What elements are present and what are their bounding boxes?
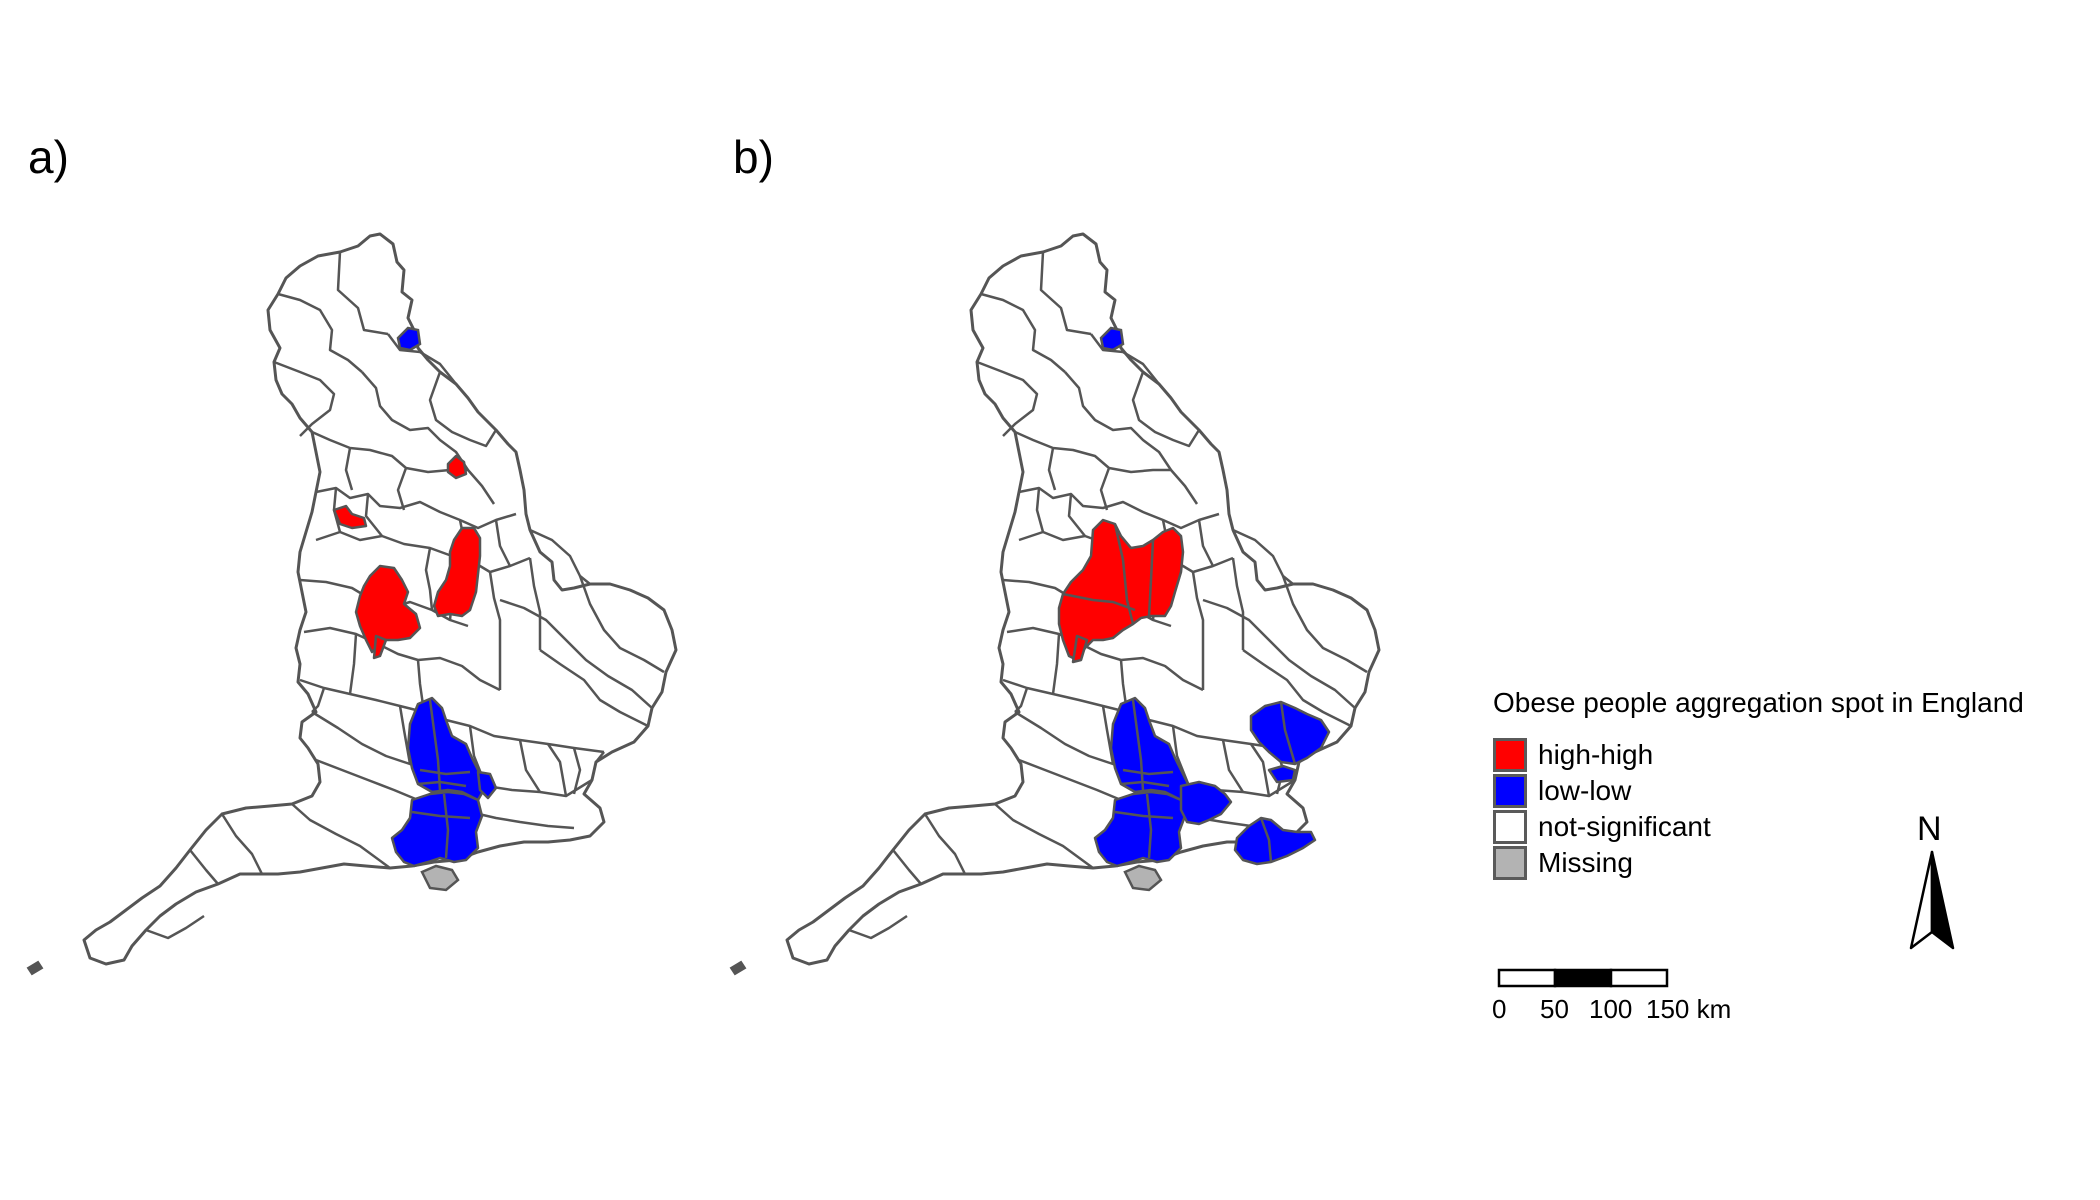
high-high-regions-a	[332, 454, 482, 660]
north-arrow-left-half	[1909, 850, 1934, 950]
legend-swatch-missing	[1493, 846, 1527, 880]
legend-swatch-high-high	[1493, 738, 1527, 772]
scale-label-0: 0	[1492, 994, 1507, 1024]
map-panel-a	[26, 232, 678, 976]
scale-label-150-km: 150 km	[1646, 994, 1732, 1024]
legend-item-missing: Missing	[1493, 846, 1633, 880]
scale-segment-2	[1553, 968, 1613, 988]
scale-segment-3	[1609, 968, 1669, 988]
north-arrow	[1909, 850, 1955, 950]
north-arrow-right-half	[1930, 850, 1955, 950]
map-panel-b	[729, 232, 1381, 976]
low-low-regions-a	[390, 696, 498, 868]
scale-label-100: 100	[1589, 994, 1633, 1024]
legend-item-high-high: high-high	[1493, 738, 1653, 772]
low-low-regions-b	[1093, 696, 1331, 868]
legend-title: Obese people aggregation spot in England	[1493, 687, 2024, 718]
north-arrow-label: N	[1917, 810, 1942, 848]
legend-item-low-low: low-low	[1493, 774, 1631, 808]
scale-bar	[1497, 968, 1669, 988]
legend-label-not-significant: not-significant	[1538, 811, 1711, 842]
legend-item-not-significant: not-significant	[1493, 810, 1711, 844]
legend-label-low-low: low-low	[1538, 775, 1632, 806]
panel-a-label: a)	[28, 131, 69, 183]
legend-swatch-low-low	[1493, 774, 1527, 808]
legend-swatch-not-significant	[1493, 810, 1527, 844]
scale-label-50: 50	[1540, 994, 1569, 1024]
legend-label-missing: Missing	[1538, 847, 1633, 878]
panel-b-label: b)	[733, 131, 774, 183]
scale-segment-1	[1497, 968, 1557, 988]
legend-label-high-high: high-high	[1538, 739, 1654, 770]
